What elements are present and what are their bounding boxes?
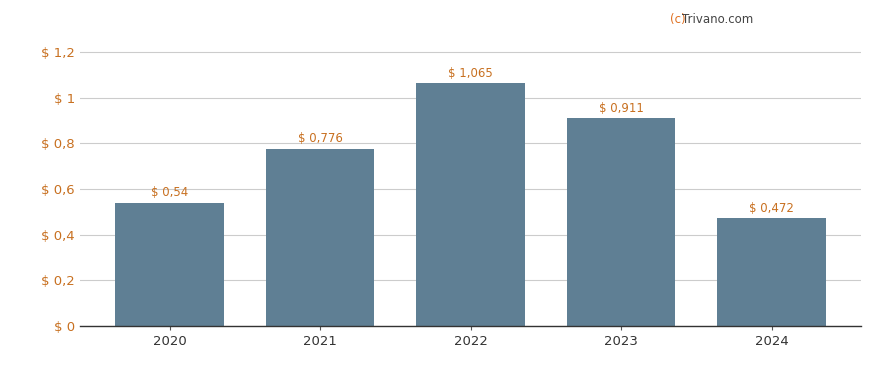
Text: $ 0,911: $ 0,911 bbox=[599, 102, 644, 115]
Text: $ 1,065: $ 1,065 bbox=[448, 67, 493, 80]
Bar bbox=[567, 118, 676, 326]
Text: $ 0,776: $ 0,776 bbox=[297, 132, 343, 145]
Bar bbox=[718, 218, 826, 326]
Text: $ 0,54: $ 0,54 bbox=[151, 186, 188, 199]
Text: (c): (c) bbox=[670, 13, 690, 26]
Text: $ 0,472: $ 0,472 bbox=[749, 202, 794, 215]
Bar bbox=[115, 203, 224, 326]
Bar bbox=[266, 149, 375, 326]
Bar bbox=[416, 83, 525, 326]
Text: Trivano.com: Trivano.com bbox=[682, 13, 753, 26]
